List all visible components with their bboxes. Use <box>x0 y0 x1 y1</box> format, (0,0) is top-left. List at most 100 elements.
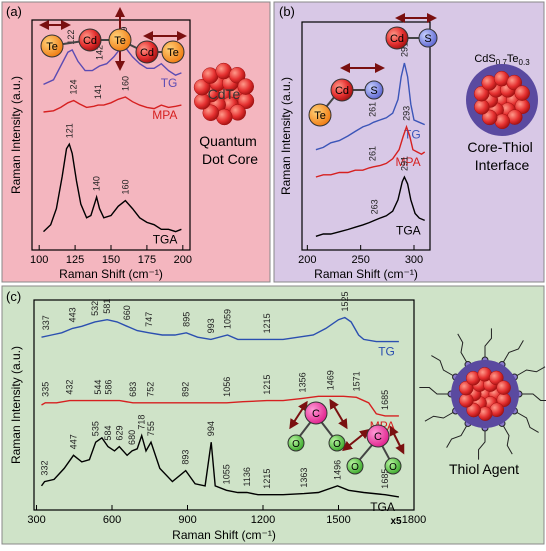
peak-label: 447 <box>69 434 79 449</box>
nanoparticle-ball <box>458 380 474 396</box>
series-name-tg: TG <box>404 128 421 142</box>
peak-label: 1685 <box>380 469 390 489</box>
peak-label: 261 <box>367 102 377 117</box>
series-line-tga <box>315 175 425 237</box>
panel-c-background <box>1 285 545 545</box>
x-tick-label: 600 <box>103 514 121 526</box>
atom-te-b-label: Te <box>314 110 326 122</box>
series-line-tga <box>43 142 182 233</box>
xlabel-b: Raman Shift (cm⁻¹) <box>314 267 418 281</box>
thiol-ligand <box>514 410 539 433</box>
series-line-mpa <box>41 395 399 417</box>
atom-s-b2-label: S <box>370 85 377 97</box>
core-thiol-illustration: CdS0.7Te0.3 Core-Thiol Interface <box>466 53 538 173</box>
peak-label: 332 <box>40 461 50 476</box>
peak-label: 1356 <box>297 372 307 392</box>
peak-label: 892 <box>180 382 190 397</box>
peak-label: 140 <box>92 176 102 191</box>
x-tick-label: 1500 <box>326 514 350 526</box>
atom-s-b2 <box>364 80 384 100</box>
ylabel-c: Raman Intensity (a.u.) <box>9 346 23 464</box>
atom-c-1 <box>304 401 328 425</box>
peak-label: 1685 <box>380 390 390 410</box>
peak-label: 544 <box>93 380 103 395</box>
atom-o-3 <box>346 457 364 475</box>
bond-diagram-b: Cd S Cd S Te <box>308 13 438 127</box>
chart-b: 200 250 300 TG MPA TGA 291 261 293 261 291 263 <box>298 42 426 266</box>
x-tick-label: 100 <box>30 254 48 266</box>
nanoparticle-ball <box>481 109 498 126</box>
series-line-tga <box>40 433 400 498</box>
peak-label: 581 <box>102 299 112 314</box>
x-tick-label: 200 <box>174 254 192 266</box>
peak-label: 755 <box>146 421 156 436</box>
atom-s-b1 <box>418 28 438 48</box>
peak-label: 1469 <box>326 370 336 390</box>
thiol-ligand <box>478 428 486 460</box>
peak-label: 291 <box>399 156 409 171</box>
peak-label: 160 <box>120 76 130 91</box>
thiol-ligand <box>446 423 469 448</box>
peak-label: 994 <box>206 421 216 436</box>
quantum-dot-ball-text: CdTe <box>208 86 241 102</box>
series-line-tg <box>315 62 425 151</box>
nanoparticle-ball <box>237 78 254 95</box>
peak-label: 124 <box>69 79 79 94</box>
peak-label: 293 <box>402 106 412 121</box>
nanoparticle-ball <box>228 66 246 84</box>
peak-label: 893 <box>181 450 191 465</box>
x-tick-label: 300 <box>405 254 423 266</box>
peak-label: 443 <box>68 307 78 322</box>
peak-label: 122 <box>66 30 76 45</box>
atom-cd-b1 <box>385 26 409 50</box>
atom-o-2-label: O <box>333 439 341 450</box>
x-tick-label: 900 <box>178 514 196 526</box>
peak-label: 1215 <box>262 313 272 333</box>
chart-a: 100125150175200TGMPATGA12214215912414116… <box>30 27 192 266</box>
atom-o-4-label: O <box>389 462 397 473</box>
peak-label: 1059 <box>223 309 233 329</box>
peak-label: 121 <box>64 123 74 138</box>
atom-cd-2 <box>135 40 159 64</box>
nanoparticle-ball <box>202 104 220 122</box>
atom-te-3-label: Te <box>167 47 179 59</box>
atom-cd-1 <box>78 28 102 52</box>
inset-label-a: Quantum Dot Core <box>199 133 260 167</box>
panel-b-label: (b) <box>279 4 295 19</box>
atom-o-3-label: O <box>351 462 359 473</box>
atom-te-1-label: Te <box>46 41 58 53</box>
peak-label: 1496 <box>332 460 342 480</box>
nanoparticle-ball <box>473 85 490 102</box>
peak-label: 160 <box>120 180 130 195</box>
inset-label-b: Core-Thiol Interface <box>467 139 536 173</box>
xlabel-a: Raman Shift (cm⁻¹) <box>59 267 163 281</box>
atom-o-1 <box>287 434 305 452</box>
peak-label: 718 <box>137 415 147 430</box>
nanoparticle-ball <box>489 370 504 386</box>
x-tick-label: 1200 <box>251 514 275 526</box>
series-line-tg <box>41 316 399 343</box>
atom-te-1 <box>40 34 64 58</box>
peak-label: 1215 <box>262 469 272 489</box>
thiol-ligand <box>501 423 513 455</box>
xlabel-c: Raman Shift (cm⁻¹) <box>172 528 276 542</box>
bond-diagram-a: Te Cd Te Cd Te <box>39 6 187 71</box>
nanoparticle-ball <box>459 393 474 408</box>
arrow-c1 <box>289 400 308 430</box>
x-tick-label: 150 <box>102 254 120 266</box>
x-tick-label: 1800 <box>402 514 426 526</box>
atom-te-2-label: Te <box>114 35 126 47</box>
peak-label: 335 <box>40 382 50 397</box>
atom-cd-b2 <box>330 78 354 102</box>
arrow-c4 <box>389 425 405 455</box>
series-name-tga: TGA <box>370 500 395 514</box>
peak-label: 629 <box>114 426 124 441</box>
peak-label: 586 <box>103 380 113 395</box>
nanoparticle-ball <box>506 74 523 91</box>
series-name-tg: TG <box>161 76 178 90</box>
peak-label: 337 <box>41 315 51 330</box>
peak-label: 1136 <box>242 467 252 486</box>
bond-diagram-c: C O O C O O <box>287 398 405 475</box>
